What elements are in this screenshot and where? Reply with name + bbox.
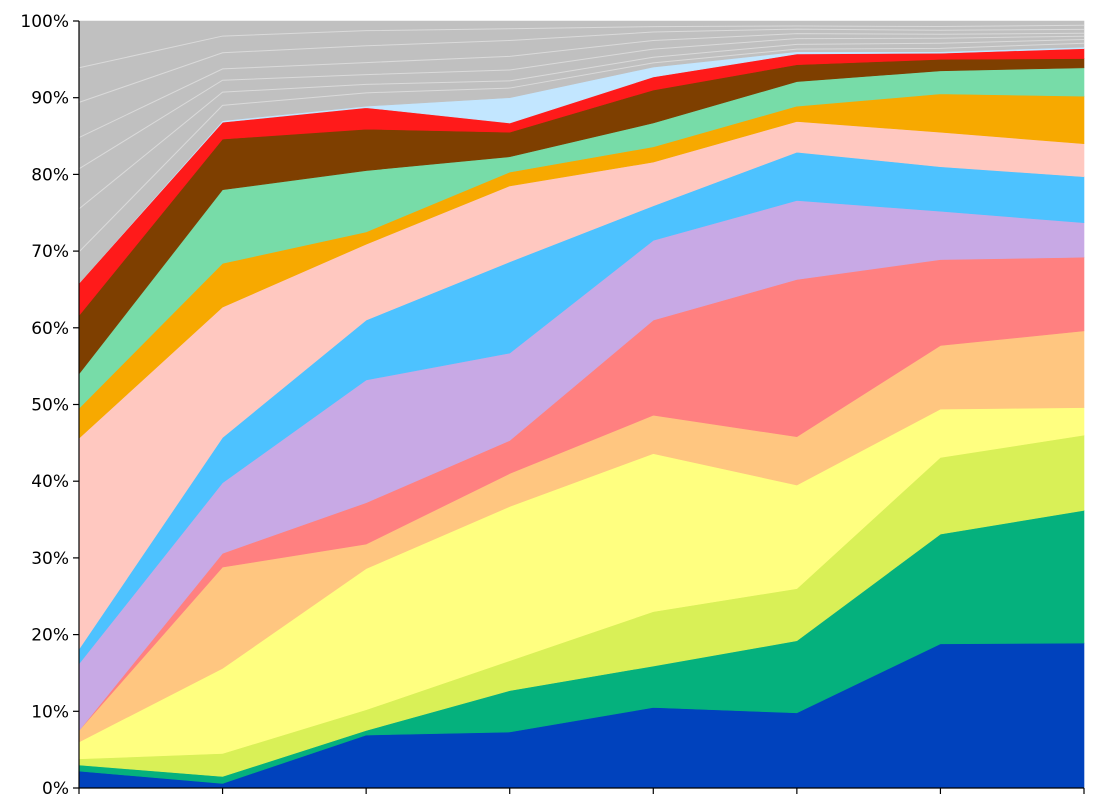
y-tick-label: 60% [31,319,69,339]
axes [73,20,1085,794]
minor-series-line [78,32,1085,139]
minor-series-lines [78,24,1085,253]
minor-series-line [78,42,1085,253]
y-tick-label: 30% [31,549,69,569]
minor-series-line [78,35,1085,170]
y-tick-label: 100% [20,12,69,32]
y-tick-label: 90% [31,89,69,109]
y-tick-labels: 0% 10% 20% 30% 40% 50% 60% 70% 80% 90% 100% [20,12,69,799]
series-areas [78,20,1085,789]
minor-series-line [78,24,1085,69]
minor-series-line [78,39,1085,210]
y-tick-label: 0% [42,779,69,799]
y-tick-label: 80% [31,165,69,185]
y-tick-label: 40% [31,472,69,492]
minor-series-line [78,28,1085,103]
y-tick-label: 50% [31,396,69,416]
y-tick-label: 20% [31,626,69,646]
y-tick-label: 10% [31,702,69,722]
y-tick-label: 70% [31,242,69,262]
